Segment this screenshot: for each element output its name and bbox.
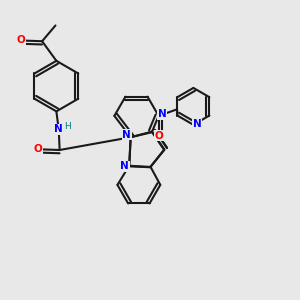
Text: N: N [122, 130, 131, 140]
Text: H: H [64, 122, 70, 131]
Text: N: N [122, 130, 131, 140]
Text: O: O [16, 35, 25, 45]
Text: O: O [34, 144, 43, 154]
Text: N: N [54, 124, 63, 134]
Text: N: N [120, 161, 129, 171]
Text: N: N [120, 162, 129, 172]
Text: O: O [154, 131, 163, 141]
Text: N: N [122, 130, 131, 140]
Text: N: N [158, 110, 167, 119]
Text: N: N [193, 119, 201, 129]
Text: N: N [120, 161, 129, 171]
